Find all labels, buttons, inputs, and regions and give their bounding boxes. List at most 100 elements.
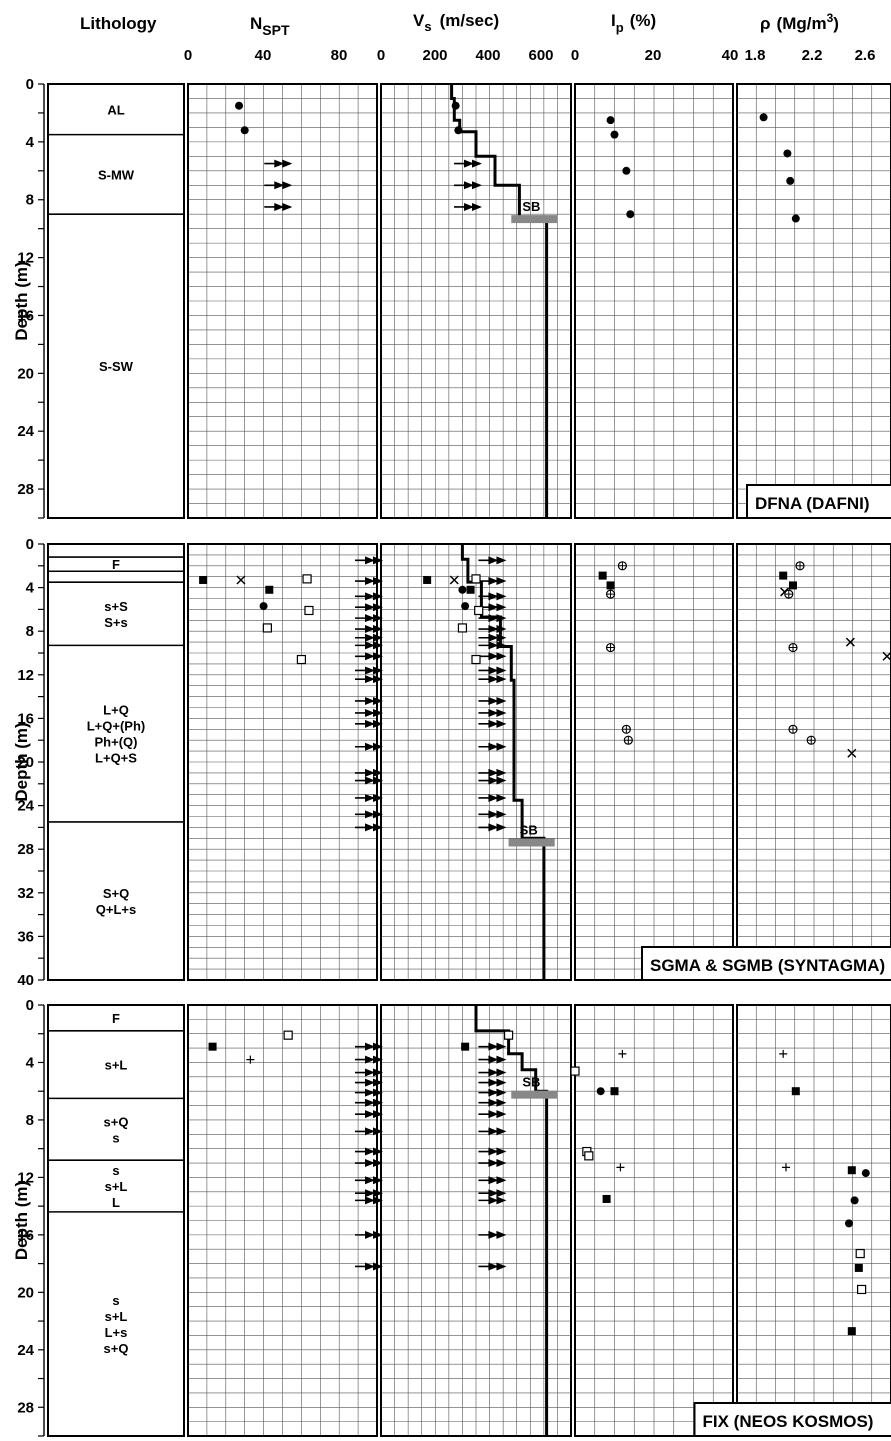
data-point <box>451 101 460 110</box>
bound-arrow <box>488 1078 499 1087</box>
bound-arrow <box>365 1078 375 1087</box>
data-point <box>606 581 615 590</box>
ip-header: Ip (%) <box>611 11 656 35</box>
y-tick-label: 12 <box>17 250 34 267</box>
bound-arrow <box>365 776 375 785</box>
vs-profile-line <box>460 544 546 980</box>
bound-arrow <box>488 1262 499 1271</box>
bound-arrow <box>488 1176 499 1185</box>
bound-arrow <box>496 675 507 684</box>
lithology-column <box>47 83 185 519</box>
bound-arrow <box>488 556 499 565</box>
data-point <box>882 651 891 661</box>
bound-arrow <box>373 675 383 684</box>
bound-arrow <box>496 652 507 661</box>
bound-arrow <box>488 577 499 586</box>
lithology-header: Lithology <box>80 14 157 33</box>
bound-arrow <box>373 1262 383 1271</box>
bound-arrow <box>488 768 499 777</box>
y-tick-label: 0 <box>26 997 34 1014</box>
data-point <box>454 126 463 135</box>
y-tick-label: 4 <box>26 134 35 151</box>
bound-arrow <box>365 1088 375 1097</box>
bound-arrow <box>496 1230 507 1239</box>
bound-arrow <box>496 1078 507 1087</box>
site-panels: 0 4 8 12 16 20 24 28 Depth (m) AL S-MW S-SW SB DFNA (… <box>12 76 891 1437</box>
bound-arrow <box>488 823 499 832</box>
bound-arrow <box>373 666 383 675</box>
bound-arrow <box>274 159 285 168</box>
bound-arrow <box>365 666 375 675</box>
lithology-label: F <box>112 1011 120 1026</box>
data-point <box>265 585 274 594</box>
bound-arrow <box>496 1098 507 1107</box>
bound-arrow <box>472 159 482 168</box>
data-point <box>596 1087 605 1096</box>
site-label: DFNA (DAFNI) <box>755 494 870 513</box>
data-point <box>246 1055 255 1064</box>
bound-arrow <box>496 1088 507 1097</box>
y-tick-label: 12 <box>17 667 34 684</box>
bound-arrow <box>373 625 383 634</box>
bound-arrow <box>373 603 383 612</box>
data-point <box>782 1163 790 1172</box>
data-point <box>605 589 616 599</box>
seismic-bedrock-bar <box>511 1090 558 1099</box>
y-tick-label: 16 <box>17 710 34 727</box>
bound-arrow <box>282 159 293 168</box>
data-point <box>503 1030 514 1040</box>
bound-arrow <box>496 719 507 728</box>
bound-arrow <box>365 1068 375 1077</box>
data-point <box>789 581 797 590</box>
top-tick-vs: 400 <box>475 47 500 64</box>
ip-panel <box>574 543 734 981</box>
bound-arrow <box>496 742 507 751</box>
data-point <box>621 724 631 734</box>
bound-arrow <box>365 652 375 661</box>
vs-panel: SB <box>380 543 572 981</box>
lithology-label: L+Q+S <box>95 751 137 766</box>
data-point <box>457 623 468 633</box>
y-tick-label: 16 <box>17 1227 34 1244</box>
top-tick-vs: 0 <box>377 47 385 64</box>
bound-arrow <box>373 1196 383 1205</box>
data-point <box>296 654 306 665</box>
lithology-label: s+L <box>105 1309 128 1324</box>
bound-arrow <box>365 641 375 650</box>
bound-arrow <box>488 1159 499 1168</box>
data-point <box>806 735 816 745</box>
data-point <box>791 1087 800 1096</box>
y-tick-label: 28 <box>17 1399 34 1416</box>
bound-arrow <box>488 742 499 751</box>
bound-arrow <box>496 556 507 565</box>
data-point <box>471 654 481 665</box>
data-point <box>449 575 459 585</box>
bound-arrow <box>488 614 499 623</box>
bound-arrow <box>373 1127 383 1136</box>
data-point <box>240 126 249 135</box>
lithology-label: L+Q+(Ph) <box>87 719 146 734</box>
bound-arrow <box>488 1098 499 1107</box>
y-tick-label: 28 <box>17 481 34 498</box>
bound-arrow <box>496 603 507 612</box>
y-axis-label: Depth (m) <box>12 722 31 801</box>
vs-header: Vs (m/sec) <box>413 11 499 34</box>
bound-arrow <box>365 577 375 586</box>
y-axis-label: Depth (m) <box>12 1181 31 1260</box>
y-tick-label: 20 <box>17 365 34 382</box>
bound-arrow <box>488 1042 499 1051</box>
bound-arrow <box>365 1262 375 1271</box>
data-point <box>570 1066 580 1076</box>
bound-arrow <box>488 675 499 684</box>
lithology-column <box>47 1004 185 1437</box>
bound-arrow <box>365 1147 375 1156</box>
lithology-label: s+S <box>104 599 128 614</box>
data-point <box>779 571 788 580</box>
data-point <box>784 589 794 599</box>
bound-arrow <box>373 641 383 650</box>
data-point <box>584 1151 594 1161</box>
bound-arrow <box>373 1098 383 1107</box>
bound-arrow <box>373 1230 383 1239</box>
bound-arrow <box>488 708 499 717</box>
